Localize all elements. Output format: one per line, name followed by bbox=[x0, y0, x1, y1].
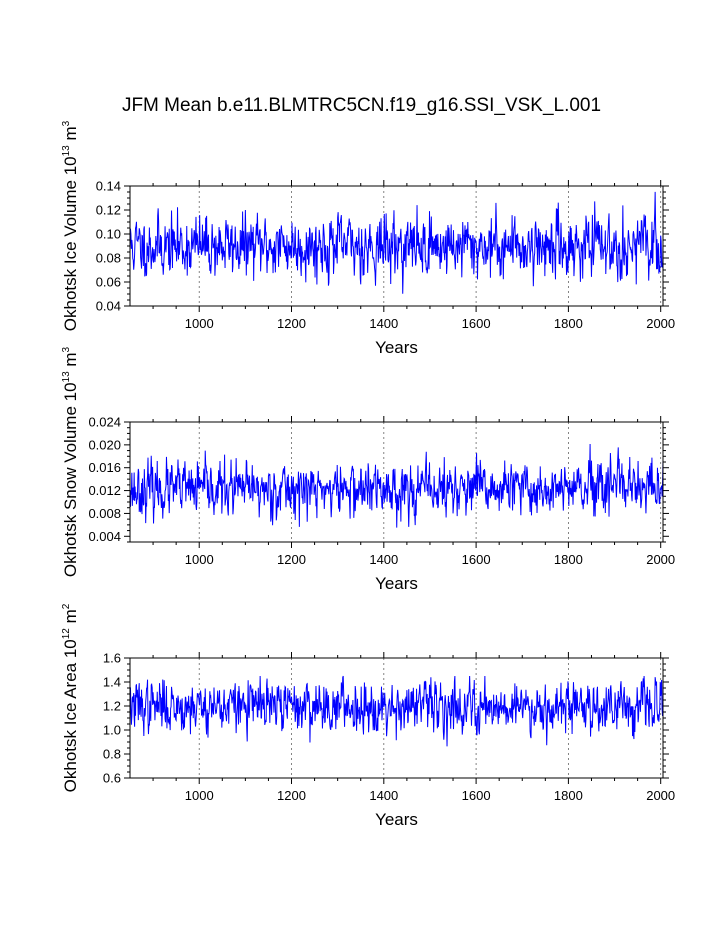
page-title: JFM Mean b.e11.BLMTRC5CN.f19_g16.SSI_VSK… bbox=[121, 95, 602, 116]
y-tick-label: 0.14 bbox=[96, 179, 121, 194]
y-tick-label: 1.2 bbox=[103, 699, 121, 714]
y-tick-label: 0.008 bbox=[88, 506, 121, 521]
y-tick-label: 0.004 bbox=[88, 529, 121, 544]
series-line bbox=[129, 191, 664, 294]
x-tick-label: 1800 bbox=[554, 316, 583, 331]
y-tick-label: 1.6 bbox=[103, 651, 121, 666]
y-tick-label: 0.012 bbox=[88, 483, 121, 498]
y-tick-label: 0.12 bbox=[96, 203, 121, 218]
y-tick-label: 1.0 bbox=[103, 723, 121, 738]
y-tick-label: 0.020 bbox=[88, 437, 121, 452]
ice-volume-panel: 1000 1200 1400 1600 1800 2000 0.04 0.06 0.08 0.10… bbox=[61, 120, 675, 357]
y-tick-label: 0.6 bbox=[103, 771, 121, 786]
snow-volume-panel: 1000 1200 1400 1600 1800 2000 0.004 0.008 0.012 0… bbox=[61, 346, 675, 593]
y-tick-label: 0.024 bbox=[88, 415, 121, 430]
plot-frame bbox=[129, 421, 664, 543]
x-tick-label: 1000 bbox=[185, 552, 214, 567]
x-tick-label: 1200 bbox=[277, 552, 306, 567]
x-tick-label: 1000 bbox=[185, 788, 214, 803]
series-line bbox=[129, 444, 664, 528]
x-tick-label: 1800 bbox=[554, 788, 583, 803]
x-tick-label: 1800 bbox=[554, 552, 583, 567]
y-tick-label: 0.04 bbox=[96, 299, 121, 314]
y-tick-label: 0.06 bbox=[96, 275, 121, 290]
x-tick-label: 2000 bbox=[646, 788, 675, 803]
x-axis-title: Years bbox=[375, 338, 418, 357]
y-axis-title: Okhotsk Ice Volume 1013 m3 bbox=[61, 120, 80, 331]
x-tick-label: 1400 bbox=[369, 316, 398, 331]
x-tick-label: 1600 bbox=[462, 552, 491, 567]
y-tick-label: 0.016 bbox=[88, 460, 121, 475]
y-tick-label: 0.10 bbox=[96, 227, 121, 242]
x-tick-label: 1600 bbox=[462, 788, 491, 803]
y-tick-label: 1.4 bbox=[103, 675, 121, 690]
x-tick-label: 2000 bbox=[646, 316, 675, 331]
x-tick-label: 1000 bbox=[185, 316, 214, 331]
x-axis-title: Years bbox=[375, 574, 418, 593]
y-axis-title: Okhotsk Snow Volume 1013 m3 bbox=[61, 346, 80, 577]
x-axis-title: Years bbox=[375, 810, 418, 829]
x-tick-label: 1200 bbox=[277, 316, 306, 331]
x-tick-label: 1600 bbox=[462, 316, 491, 331]
y-axis-title: Okhotsk Ice Area 1012 m2 bbox=[61, 603, 80, 792]
y-tick-label: 0.08 bbox=[96, 251, 121, 266]
x-tick-label: 1400 bbox=[369, 552, 398, 567]
series-line bbox=[129, 675, 664, 747]
x-tick-label: 2000 bbox=[646, 552, 675, 567]
ice-area-panel: 1000 1200 1400 1600 1800 2000 0.6 0.8 1.0 1.2 1.4 1… bbox=[61, 603, 675, 829]
x-tick-label: 1200 bbox=[277, 788, 306, 803]
y-tick-label: 0.8 bbox=[103, 747, 121, 762]
x-tick-label: 1400 bbox=[369, 788, 398, 803]
